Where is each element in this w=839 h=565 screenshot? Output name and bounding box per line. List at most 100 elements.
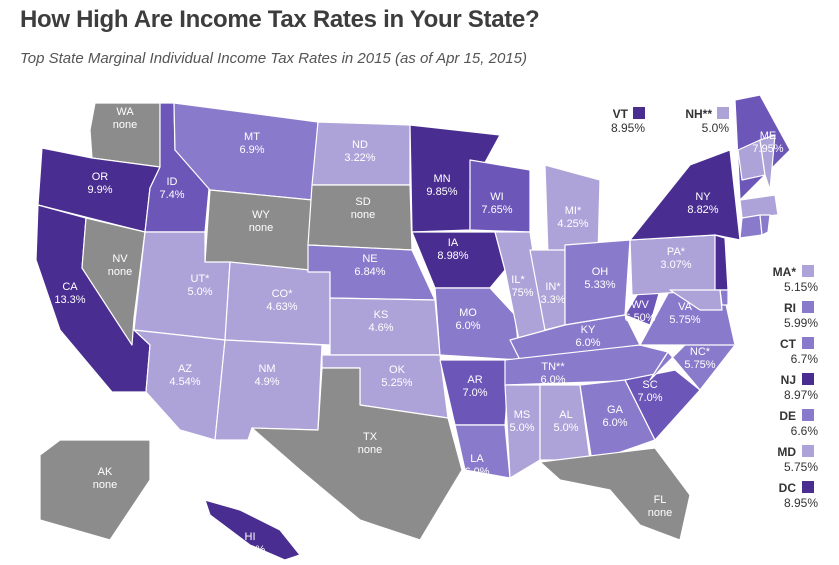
- state-rate-oh: 5.33%: [584, 279, 615, 291]
- sidebar-swatch-de: [802, 409, 814, 421]
- state-hi: [204, 499, 301, 561]
- state-label-ms: MS: [514, 409, 531, 421]
- sidebar-abbr-ri: RI: [784, 301, 796, 315]
- state-label-ky: KY: [581, 324, 596, 336]
- state-ny: [629, 149, 741, 241]
- state-label-ak: AK: [98, 466, 113, 478]
- sidebar-abbr-de: DE: [779, 409, 796, 423]
- state-label-ny: NY: [695, 191, 711, 203]
- sidebar-swatch-dc: [802, 481, 814, 493]
- state-rate-nc: 5.75%: [684, 359, 715, 371]
- state-rate-la: 6.0%: [464, 466, 489, 478]
- state-rate-me: 7.95%: [752, 143, 783, 155]
- state-label-mi: MI*: [565, 205, 582, 217]
- state-label-mn: MN: [433, 173, 450, 185]
- state-rate-ca: 13.3%: [54, 294, 85, 306]
- state-label-mo: MO: [459, 307, 477, 319]
- state-rate-mt: 6.9%: [239, 144, 264, 156]
- state-label-me: ME: [760, 130, 777, 142]
- state-label-co: CO*: [272, 288, 294, 300]
- state-rate-tn: 6.0%: [540, 374, 565, 386]
- state-rate-ms: 5.0%: [509, 422, 534, 434]
- state-label-nm: NM: [258, 363, 275, 375]
- state-rate-ne: 6.84%: [354, 266, 385, 278]
- state-rate-or: 9.9%: [87, 184, 112, 196]
- state-rate-il: 3.75%: [502, 287, 533, 299]
- state-label-tn: TN**: [541, 361, 565, 373]
- state-rate-ga: 6.0%: [602, 417, 627, 429]
- state-label-pa: PA*: [667, 246, 686, 258]
- sidebar-rate-md: 5.75%: [784, 460, 818, 474]
- sidebar-swatch-ri: [802, 301, 814, 313]
- state-label-ia: IA: [448, 237, 459, 249]
- sidebar-rate-de: 6.6%: [791, 424, 819, 438]
- state-rate-wa: none: [113, 119, 137, 131]
- sidebar-swatch-ma: [802, 265, 814, 277]
- state-rate-co: 4.63%: [266, 301, 297, 313]
- state-rate-sc: 7.0%: [637, 392, 662, 404]
- state-fl: [539, 447, 691, 541]
- state-label-wi: WI: [490, 191, 503, 203]
- state-label-al: AL: [559, 409, 572, 421]
- note-abbr-vt: VT: [613, 107, 629, 121]
- state-label-wy: WY: [252, 209, 270, 221]
- nj-shape: [714, 234, 729, 291]
- sidebar-rate-nj: 8.97%: [784, 388, 818, 402]
- state-rate-nm: 4.9%: [254, 376, 279, 388]
- state-rate-ar: 7.0%: [462, 387, 487, 399]
- state-rate-al: 5.0%: [553, 422, 578, 434]
- state-ia: [411, 231, 506, 289]
- nh-shape: [759, 134, 776, 191]
- state-nv: [81, 217, 146, 346]
- state-rate-in: 3.3%: [540, 294, 565, 306]
- state-rate-ks: 4.6%: [368, 322, 393, 334]
- state-label-ar: AR: [467, 374, 482, 386]
- state-label-id: ID: [167, 176, 178, 188]
- state-rate-ak: none: [93, 479, 117, 491]
- sidebar-abbr-ma: MA*: [773, 265, 797, 279]
- sidebar-rate-ma: 5.15%: [784, 280, 818, 294]
- sidebar-rate-ri: 5.99%: [784, 316, 818, 330]
- state-rate-az: 4.54%: [169, 376, 200, 388]
- note-rate-vt: 8.95%: [611, 121, 645, 135]
- note-abbr-nh: NH**: [685, 107, 712, 121]
- state-rate-wi: 7.65%: [481, 204, 512, 216]
- state-rate-sd: none: [351, 209, 375, 221]
- sidebar-swatch-ct: [802, 337, 814, 349]
- state-rate-ky: 6.0%: [575, 337, 600, 349]
- state-tx: [251, 367, 463, 541]
- sidebar-swatch-md: [802, 445, 814, 457]
- state-label-wa: WA: [116, 106, 134, 118]
- sidebar-rate-dc: 8.95%: [784, 496, 818, 510]
- state-label-az: AZ: [178, 363, 192, 375]
- state-rate-ny: 8.82%: [687, 204, 718, 216]
- state-rate-wv: 6.50%: [624, 312, 655, 324]
- state-rate-mi: 4.25%: [557, 218, 588, 230]
- md-shape: [669, 289, 723, 311]
- state-label-hi: HI: [245, 531, 256, 543]
- state-label-il: IL*: [511, 274, 525, 286]
- note-rate-nh: 5.0%: [702, 121, 730, 135]
- sidebar-abbr-nj: NJ: [781, 373, 796, 387]
- state-label-ok: OK: [389, 364, 406, 376]
- state-label-nv: NV: [112, 253, 128, 265]
- state-label-va: VA: [678, 301, 693, 313]
- state-nm: [214, 339, 323, 441]
- state-rate-hi: 11.0%: [235, 544, 266, 556]
- state-label-wv: WV: [631, 299, 649, 311]
- state-label-sc: SC: [642, 379, 657, 391]
- state-rate-pa: 3.07%: [660, 259, 691, 271]
- sidebar-abbr-md: MD: [777, 445, 796, 459]
- state-rate-nd: 3.22%: [344, 152, 375, 164]
- state-rate-wy: none: [249, 222, 273, 234]
- ri-shape: [759, 214, 771, 236]
- ct-shape: [739, 214, 763, 239]
- state-label-ut: UT*: [191, 273, 211, 285]
- state-rate-nv: none: [108, 266, 132, 278]
- state-rate-fl: none: [648, 507, 672, 519]
- state-label-nc: NC*: [690, 346, 711, 358]
- state-rate-ia: 8.98%: [437, 250, 468, 262]
- state-rate-ut: 5.0%: [187, 286, 212, 298]
- state-label-la: LA: [470, 453, 484, 465]
